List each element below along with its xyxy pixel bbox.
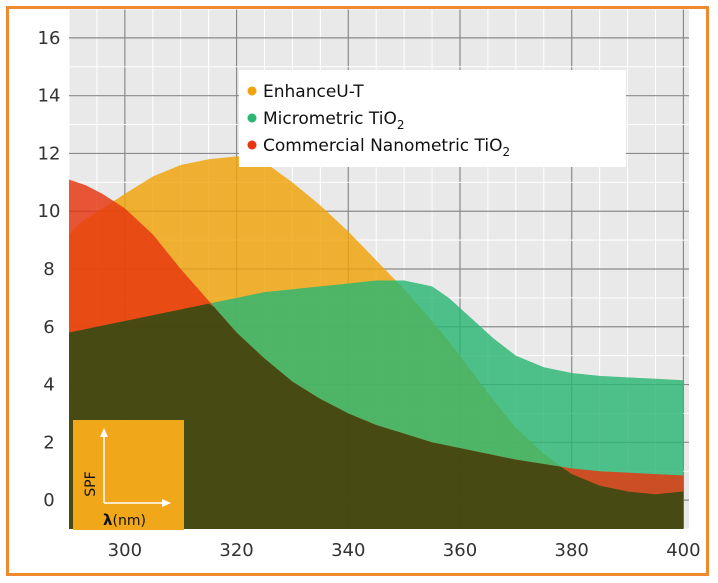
y-tick-label: 4 <box>43 375 54 396</box>
y-tick-label: 16 <box>38 28 61 49</box>
legend-label: Commercial Nanometric TiO2 <box>263 136 510 159</box>
x-tick-label: 360 <box>443 540 477 561</box>
x-tick-label: 400 <box>666 540 700 561</box>
inset-x-arrowhead <box>162 499 171 507</box>
x-tick-label: 320 <box>219 540 253 561</box>
x-tick-label: 380 <box>555 540 589 561</box>
legend-box <box>239 70 626 167</box>
chart-frame: 0 2 4 6 8 10 12 14 16 300 320 340 360 380 400 Enhance… <box>6 6 709 576</box>
x-tick-label: 340 <box>331 540 365 561</box>
inset-box <box>73 420 184 530</box>
legend-marker <box>247 140 257 150</box>
x-tick-label: 300 <box>108 540 142 561</box>
x-tick-labels: 300 320 340 360 380 400 <box>108 540 701 561</box>
y-tick-label: 8 <box>43 259 54 280</box>
legend-label: Micrometric TiO2 <box>263 109 405 132</box>
inset-xlabel-unit: (nm) <box>113 513 146 529</box>
y-tick-label: 2 <box>43 432 54 453</box>
spf-chart: 0 2 4 6 8 10 12 14 16 300 320 340 360 380 400 Enhance… <box>38 8 701 561</box>
y-tick-labels: 0 2 4 6 8 10 12 14 16 <box>38 28 61 511</box>
axis-inset: SPF λ(nm) <box>73 420 184 530</box>
y-tick-label: 6 <box>43 317 54 338</box>
inset-ylabel: SPF <box>83 471 99 496</box>
overlap-area <box>69 303 684 529</box>
series-areas <box>69 156 684 529</box>
legend: EnhanceU-T Micrometric TiO2 Commercial Nan… <box>239 70 626 167</box>
inset-xlabel-symbol: λ <box>103 511 113 529</box>
y-tick-label: 14 <box>38 86 61 107</box>
legend-label: EnhanceU-T <box>263 82 364 102</box>
inset-xlabel: λ(nm) <box>103 511 146 529</box>
legend-marker <box>247 86 257 96</box>
y-tick-label: 10 <box>38 201 61 222</box>
y-tick-label: 12 <box>38 143 61 164</box>
legend-marker <box>247 113 257 123</box>
y-tick-label: 0 <box>43 490 54 511</box>
inset-y-arrowhead <box>100 428 108 437</box>
